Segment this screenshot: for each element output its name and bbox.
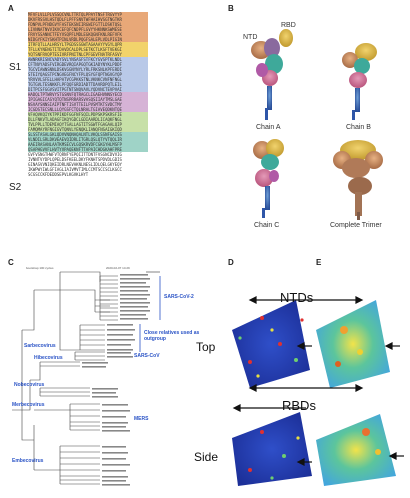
rbd-label: RBD xyxy=(281,22,296,29)
panel-e-label: E xyxy=(316,258,322,267)
sequence-line: SLSSTASALGKLQDVVNQNAQALNTLVKQLSSNFGAISS xyxy=(28,132,148,137)
clade-embecovirus: Embecovirus xyxy=(12,458,44,464)
side-view-surface-e xyxy=(316,414,396,486)
clade-merbecovirus: Merbecovirus xyxy=(12,402,45,408)
sequence-line: YQTSNFRVQPTESIVRFPNITNLCPFGEVFNATRFASVY xyxy=(28,52,148,57)
clade-mers: MERS xyxy=(134,416,149,422)
chain-c-structure xyxy=(253,139,284,218)
sequence-line: IVNNTVYDPLQPELDSFKEELDKYFKNHTSPDVDLGDIS xyxy=(28,157,148,162)
clade-sars-cov: SARS-CoV xyxy=(134,353,160,359)
sequence-line: TVLPPLLTDEMIAQYTSALLAGTITSGWTFGAGAALQIP xyxy=(28,122,148,127)
sequence-line: VLNDILSRLDKVEAEVQIDRLITGRLQSLQTYVTQQLIR xyxy=(28,137,148,142)
segment-s2-label: S2 xyxy=(9,182,22,193)
sequence-line: DKVFRSSVLHSTQDLFLPFFSNVTWFHAIHVSGTNGTKR xyxy=(28,17,148,22)
sequence-line: LIVNNATNVVIKVCEFQFCNDPFLGVYYHKNNKSWMESE xyxy=(28,27,148,32)
clade-close-relatives: Close relatives used as outgroup xyxy=(144,330,200,342)
sequence-line: HADQLTPTWRVYSTGSNVFQTRAGCLIGAEHVNNSYECD xyxy=(28,92,148,97)
sequence-line: DLLFNKVTLADAGFIKQYGDCLGDIAARDLICAQKFNGL xyxy=(28,117,148,122)
sequence-line: TGTGVLTESNKKFLPFQQFGRDIADTTDAVRDPQTLEIL xyxy=(28,82,148,87)
clade-brackets xyxy=(139,276,161,352)
sequence-line: ITRFQTLLALHRSYLTPGDSSSGWTAGAAAYYVGYLQPR xyxy=(28,42,148,47)
panel-c-label: C xyxy=(8,258,14,267)
sequence-line: GINASVVNIQKEIDRLNEVAKNLNESLIDLQELGKYEQY xyxy=(28,162,148,167)
sequence-line: NSVAYSNNSIAIPTNFTISVTTEILPVSMTKTSVDCTMY xyxy=(28,102,148,107)
sequence-line: GVFVSNGTHWFVTQRNFYEPQIITTDNTFVSGNCDVVIG xyxy=(28,152,148,157)
sequence-line: FRVYSSANNCTFEYVSQPFLMDLEGKQGNFKNLREFVFK xyxy=(28,32,148,37)
panel-a-label: A xyxy=(8,4,14,13)
tree-header-right: 2020-02-07 14:29 xyxy=(106,266,130,270)
sequence-line: CFTNVYADSFVIRGDEVRQIAPGQTGKIADYNYKLPDDF xyxy=(28,62,148,67)
trimer-label: Complete Trimer xyxy=(330,222,382,229)
clade-sars-cov-2: SARS-CoV-2 xyxy=(164,294,194,300)
panel-d-label: D xyxy=(228,258,234,267)
panel-b-label: B xyxy=(228,4,234,13)
side-view-label: Side xyxy=(194,450,219,464)
sequence-line: AWNRKRISNCVADYSVLYNSASFSTFKCYGVSPTKLNDL xyxy=(28,57,148,62)
chain-c-label: Chain C xyxy=(254,222,280,229)
chain-b-label: Chain B xyxy=(346,124,371,131)
chain-b-structure xyxy=(342,43,377,120)
chain-a-structure xyxy=(251,29,293,120)
sequence-line: NIDGYFKIYSKHTPINLVRDLPQGFSALEPLVDLPIGIN xyxy=(28,37,148,42)
sequence-line: QSAPHGVVFLHVTYVPAQEKNFTTAPAICHDGKAHFPRE xyxy=(28,147,148,152)
sequence-line: TGCVIAWNSNNLDSKVGGNYNYLYRLFRKSNLKPFERDI xyxy=(28,67,148,72)
segment-s1-label: S1 xyxy=(9,62,22,73)
sequence-line: VFAQVKQIYKTPPIKDFGGFNFSQILPDPSKPSKRSFIE xyxy=(28,112,148,117)
sequence-line: DITPCSFGGVSVITPGTNTSNQVAVLYQDVNCTEVPVAI xyxy=(28,87,148,92)
sequence-line: STEIYQAGSTPCNGVEGFNCYFPLQSYGFQPTNGVGYQP xyxy=(28,72,148,77)
sequence-line: FAMQMAYRFNGIGVTQNVLYENQKLIANQFNSAIGKIQD xyxy=(28,127,148,132)
clade-nobecovirus: Nobecovirus xyxy=(14,382,45,388)
tree-header-left: bootstrap 100 cycles xyxy=(26,266,54,270)
sequence-line: IPIGAGICASYQTQTNSPRRARSVASQSIIAYTMSLGAE xyxy=(28,97,148,102)
clade-hibecovirus: Hibecovirus xyxy=(34,355,63,361)
sequence-line: ICGDSTECSNLLLQYGSFCTQLNRALTGIAVEQDKNTQE xyxy=(28,107,148,112)
ntds-label: NTDs xyxy=(280,290,314,305)
chain-a-label: Chain A xyxy=(256,124,281,131)
sequence-line: MFVFLVLLPLVSSQCVNLTTRTQLPPAYTNSFTRGVYYP xyxy=(28,12,148,17)
top-view-surface-d xyxy=(232,300,310,388)
sequence-line: IKWPWYIWLGFIAGLIAIVMVTIMLCCMTSCCSCLKGCC xyxy=(28,167,148,172)
ntd-label: NTD xyxy=(243,34,258,41)
sequence-block: MFVFLVLLPLVSSQCVNLTTRTQLPPAYTNSFTRGVYYP D… xyxy=(28,12,148,177)
side-view-surface-d xyxy=(232,412,312,486)
sequence-line: AAEIRASANLAATKMSECVLGQSKRVDFCGKGYHLMSFP xyxy=(28,142,148,147)
sequence-line: SCGSCCKFDEDDSEPVLKGVKLHYT xyxy=(28,172,148,177)
top-view-label: Top xyxy=(196,340,216,354)
rbds-label: RBDs xyxy=(282,398,316,413)
sequence-line: FDNPVLPFNDGVYFASTEKSNIIRGWIFGTTLDSKTQSL xyxy=(28,22,148,27)
sequence-line: YRVVVLSFELLHAPATVCGPKKSTNLVKNKCVNFNFNGL xyxy=(28,77,148,82)
tree-leaf-labels xyxy=(82,274,150,486)
phylogenetic-tree xyxy=(12,271,160,485)
clade-sarbecovirus: Sarbecovirus xyxy=(24,343,56,349)
trimer-structure xyxy=(333,140,383,220)
top-view-surface-e xyxy=(316,300,390,388)
annotation-arrows xyxy=(232,296,404,466)
sequence-line: TFLLKYNENGTITDAVDCALDPLSETKCTLKSFTVEKGI xyxy=(28,47,148,52)
